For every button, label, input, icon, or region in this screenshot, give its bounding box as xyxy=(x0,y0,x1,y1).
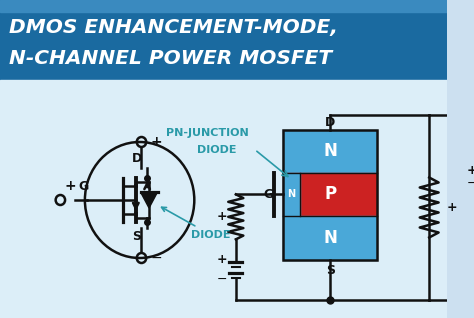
Text: G: G xyxy=(264,188,274,201)
Text: DMOS ENHANCEMENT-MODE,: DMOS ENHANCEMENT-MODE, xyxy=(9,18,338,38)
Text: −: − xyxy=(151,251,163,265)
Text: −: − xyxy=(467,176,474,190)
Text: DIODE: DIODE xyxy=(197,145,237,156)
Text: D: D xyxy=(132,152,142,165)
Text: +: + xyxy=(151,135,163,149)
Text: S: S xyxy=(326,264,335,276)
Text: +: + xyxy=(446,201,457,214)
Text: G: G xyxy=(78,180,89,193)
Text: −: − xyxy=(217,273,228,286)
Bar xyxy=(283,173,300,216)
Text: N-CHANNEL POWER MOSFET: N-CHANNEL POWER MOSFET xyxy=(9,49,333,67)
Text: D: D xyxy=(325,115,335,128)
Bar xyxy=(283,130,377,260)
Bar xyxy=(0,0,447,80)
Text: N: N xyxy=(287,189,295,199)
Text: +: + xyxy=(217,210,228,223)
Bar xyxy=(283,216,377,260)
Text: PN-JUNCTION: PN-JUNCTION xyxy=(166,128,249,139)
Text: +: + xyxy=(467,163,474,176)
Text: +: + xyxy=(217,253,228,266)
Text: +: + xyxy=(64,179,76,193)
Bar xyxy=(0,0,447,12)
Bar xyxy=(283,173,377,216)
Text: N: N xyxy=(323,142,337,161)
Polygon shape xyxy=(141,192,157,208)
Text: N: N xyxy=(323,229,337,247)
Text: S: S xyxy=(132,230,141,243)
Bar xyxy=(283,130,377,173)
Text: P: P xyxy=(324,185,336,203)
Bar xyxy=(0,80,447,318)
Text: DIODE: DIODE xyxy=(162,207,231,240)
